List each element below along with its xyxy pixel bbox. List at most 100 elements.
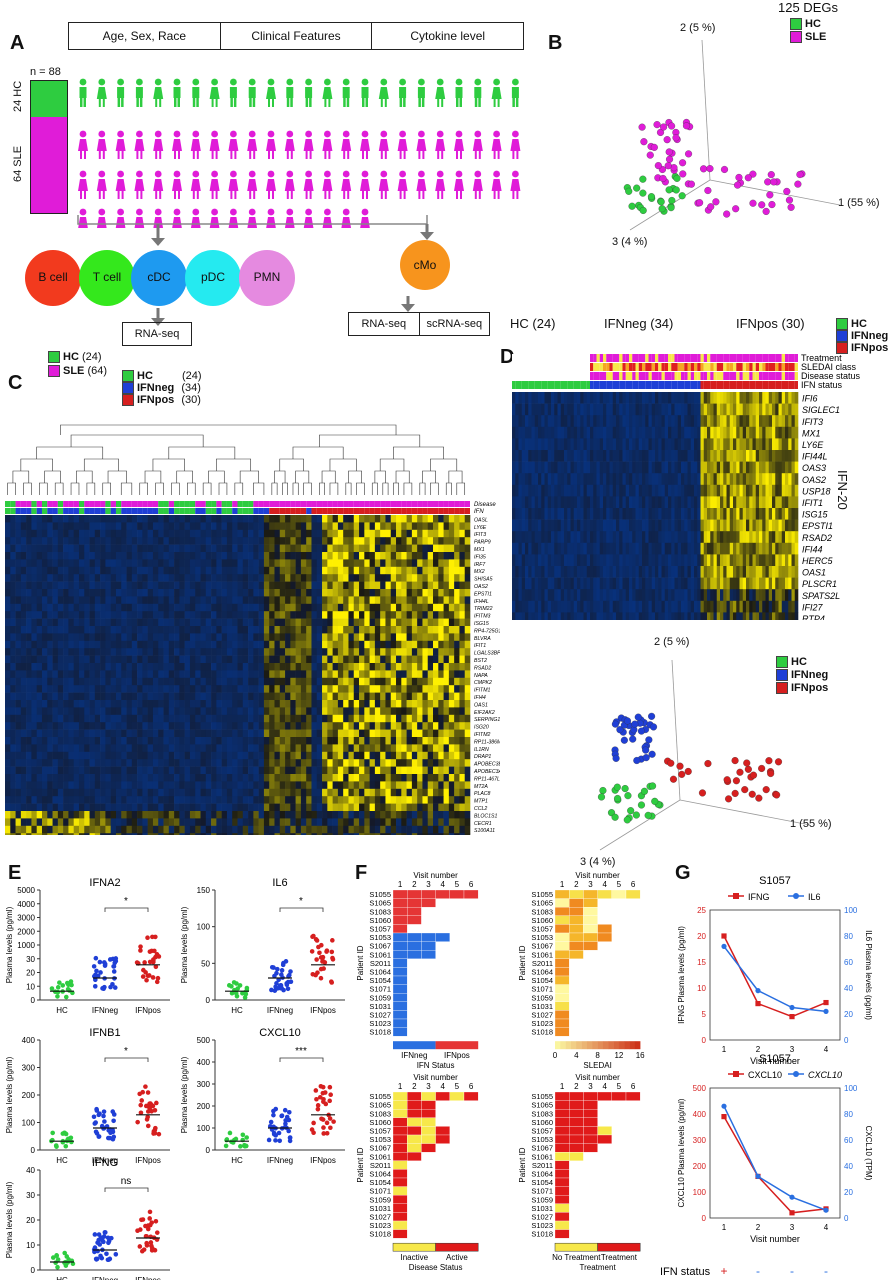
heatmap-cell <box>36 751 43 760</box>
heatmap-cell <box>152 707 159 716</box>
heatmap-cell <box>78 529 85 538</box>
heatmap-cell <box>142 618 148 627</box>
heatmap-cell <box>5 574 11 582</box>
heatmap-cell <box>73 825 80 834</box>
heatmap-cell <box>158 596 164 605</box>
heatmap-cell <box>174 589 180 597</box>
heatmap-cell <box>433 581 439 590</box>
heatmap-cell <box>100 811 106 819</box>
person-icon <box>491 130 502 159</box>
heatmap-cell <box>195 544 201 553</box>
track-cell <box>668 354 672 362</box>
heatmap-cell <box>285 796 291 804</box>
heatmap-cell <box>427 714 434 723</box>
track-cell <box>593 363 597 371</box>
heatmap-cell <box>211 648 217 656</box>
heatmap-cell <box>142 825 148 834</box>
heatmap-cell <box>216 707 222 716</box>
heatmap-cell <box>438 788 444 797</box>
track-cell <box>781 354 785 362</box>
heatmap-cell <box>417 796 423 804</box>
heatmap-cell <box>226 833 233 835</box>
heatmap-cell <box>211 759 217 767</box>
heatmap-cell <box>374 811 381 819</box>
person-icon <box>378 170 389 199</box>
heatmap-cell <box>158 544 164 553</box>
track-cell <box>274 508 280 514</box>
heatmap-cell <box>142 633 148 642</box>
heatmap-cell <box>422 640 429 649</box>
heatmap-cell <box>73 626 80 634</box>
heatmap-cell <box>200 611 207 619</box>
heatmap-cell <box>306 566 312 575</box>
heatmap-cell <box>163 552 170 560</box>
heatmap-cell <box>385 552 392 560</box>
heatmap-cell <box>380 537 386 545</box>
heatmap-cell <box>269 566 275 575</box>
heatmap-cell <box>369 788 376 797</box>
heatmap-cell <box>26 796 32 804</box>
heatmap-cell <box>422 581 429 590</box>
track-cell <box>406 508 412 514</box>
heatmap-cell <box>221 655 228 664</box>
heatmap-cell <box>401 648 407 656</box>
heatmap-cell <box>258 544 265 553</box>
heatmap-cell <box>131 788 138 797</box>
heatmap-cell <box>348 700 355 708</box>
heatmap-cell <box>332 611 339 619</box>
heatmap-cell <box>168 670 175 679</box>
heatmap-cell <box>253 729 259 738</box>
heatmap-cell <box>279 825 286 834</box>
track-cell <box>541 363 545 371</box>
heatmap-cell <box>380 552 386 560</box>
heatmap-cell <box>94 685 101 693</box>
heatmap-cell <box>158 552 164 560</box>
heatmap-cell <box>189 552 196 560</box>
heatmap-cell <box>464 692 471 701</box>
heatmap-cell <box>327 559 333 568</box>
heatmap-cell <box>427 670 434 679</box>
heatmap-cell <box>216 603 222 612</box>
track-cell <box>78 508 85 514</box>
heatmap-cell <box>422 663 429 671</box>
heatmap-cell <box>353 574 360 582</box>
heatmap-cell <box>216 581 222 590</box>
person-icon <box>209 78 220 107</box>
heatmap-cell <box>89 559 96 568</box>
pca-point <box>678 192 686 200</box>
heatmap-cell <box>406 611 413 619</box>
heatmap-cell <box>422 818 429 827</box>
heatmap-cell <box>253 626 259 634</box>
heatmap-cell <box>179 818 185 827</box>
person-icon <box>172 170 182 199</box>
heatmap-cell <box>179 685 185 693</box>
heatmap-cell <box>253 559 259 568</box>
heatmap-cell <box>147 633 154 642</box>
heatmap-cell <box>300 729 307 738</box>
dendrogram-branch <box>282 482 288 495</box>
heatmap-cell <box>5 566 11 575</box>
heatmap-cell <box>232 611 238 619</box>
heatmap-cell <box>417 811 423 819</box>
track-cell <box>10 501 16 507</box>
heatmap-cell <box>179 655 185 664</box>
dendrogram-branch <box>107 470 127 483</box>
heatmap-cell <box>100 648 106 656</box>
heatmap-cell <box>10 522 16 531</box>
track-cell <box>573 354 577 362</box>
heatmap-cell <box>131 581 138 590</box>
dendrogram-branch <box>76 470 93 483</box>
heatmap-cell <box>242 811 249 819</box>
track-cell <box>528 363 532 371</box>
heatmap-cell <box>274 685 281 693</box>
gene-label: RSAD2 <box>474 665 491 671</box>
heatmap-cell <box>380 766 386 775</box>
heatmap-cell <box>110 714 117 723</box>
heatmap-cell <box>221 818 228 827</box>
heatmap-cell <box>232 781 238 790</box>
heatmap-cell <box>73 633 80 642</box>
heatmap-cell <box>242 603 249 612</box>
heatmap-cell <box>285 677 291 686</box>
heatmap-cell <box>63 751 69 760</box>
heatmap-cell <box>63 626 69 634</box>
